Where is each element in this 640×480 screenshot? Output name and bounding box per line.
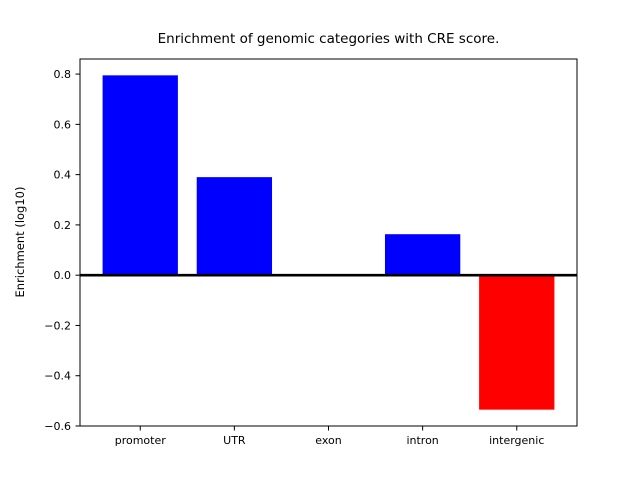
y-tick-label: −0.6 [44, 420, 71, 433]
x-tick-label-intergenic: intergenic [489, 434, 544, 447]
y-tick-label: 0.2 [54, 219, 72, 232]
x-tick-label-intron: intron [406, 434, 438, 447]
y-tick-label: 0.4 [54, 169, 72, 182]
chart-title: Enrichment of genomic categories with CR… [157, 31, 500, 47]
bar-promoter [102, 75, 178, 276]
y-tick-label: 0.8 [54, 68, 72, 81]
x-tick-label-exon: exon [315, 434, 341, 447]
y-tick-label: 0.0 [54, 269, 72, 282]
x-tick-label-UTR: UTR [223, 434, 246, 447]
y-tick-label: −0.2 [44, 319, 71, 332]
y-tick-label: 0.6 [54, 118, 72, 131]
bar-intergenic [479, 275, 555, 410]
bar-intron [384, 234, 461, 276]
y-tick-label: −0.4 [44, 370, 71, 383]
x-tick-label-promoter: promoter [115, 434, 167, 447]
bar-UTR [196, 177, 273, 276]
